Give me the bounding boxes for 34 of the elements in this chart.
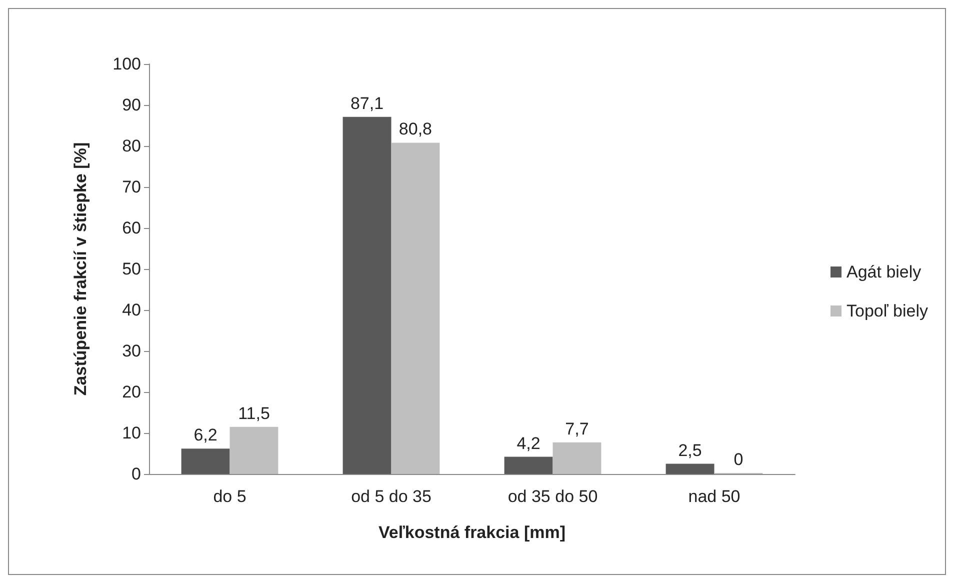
- y-tick-label: 20: [122, 382, 141, 402]
- y-tick-label: 30: [122, 342, 141, 360]
- bar: [230, 426, 278, 474]
- y-tick-label: 70: [122, 178, 141, 196]
- x-tick-label: od 5 do 35: [351, 487, 432, 506]
- y-tick-label: 10: [122, 424, 141, 442]
- data-label: 2,5: [678, 440, 702, 460]
- y-tick-label: 90: [122, 96, 141, 114]
- data-label: 87,1: [350, 94, 384, 113]
- data-label: 4,2: [516, 434, 540, 453]
- data-label: 80,8: [398, 120, 432, 139]
- bar: [504, 456, 553, 474]
- x-tick-label: do 5: [213, 487, 246, 506]
- data-label: 6,2: [194, 426, 218, 445]
- x-tick-label: od 35 do 50: [508, 487, 598, 506]
- bar: [391, 142, 440, 474]
- data-label: 7,7: [565, 419, 589, 438]
- x-axis-title: Veľkostná frakcia [mm]: [378, 523, 566, 542]
- bar: [552, 442, 602, 474]
- y-tick-label: 50: [122, 260, 141, 278]
- y-tick-label: 100: [112, 54, 141, 74]
- x-tick-label: nad 50: [688, 487, 740, 506]
- bar: [666, 464, 714, 474]
- data-label: 11,5: [238, 404, 270, 423]
- legend-label: Topoľ biely: [846, 302, 928, 320]
- y-tick-label: 40: [122, 300, 141, 320]
- legend-label: Agát biely: [846, 262, 922, 282]
- bar: [181, 448, 230, 474]
- data-label: 0: [734, 450, 744, 469]
- y-axis-title: Zastúpenie frakcií v štiepke [%]: [71, 142, 90, 396]
- y-tick-label: 0: [132, 464, 141, 484]
- y-tick-label: 80: [122, 136, 141, 156]
- y-tick-label: 60: [122, 218, 141, 238]
- bar: [342, 116, 392, 474]
